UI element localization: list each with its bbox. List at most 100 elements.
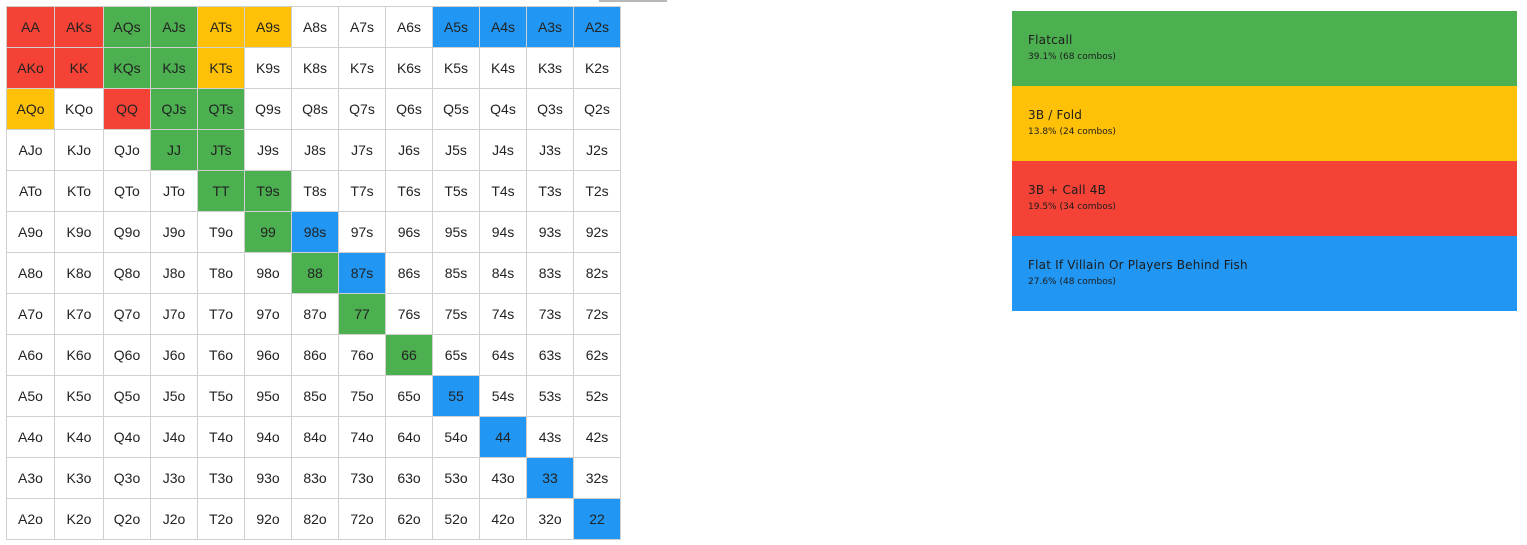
hand-cell[interactable]: 95o <box>244 375 292 417</box>
hand-cell[interactable]: 75o <box>338 375 386 417</box>
hand-cell[interactable]: KTs <box>197 47 245 89</box>
hand-cell[interactable]: J2s <box>573 129 621 171</box>
hand-cell[interactable]: J5s <box>432 129 480 171</box>
hand-cell[interactable]: 83s <box>526 252 574 294</box>
hand-cell[interactable]: 99 <box>244 211 292 253</box>
hand-cell[interactable]: 95s <box>432 211 480 253</box>
hand-cell[interactable]: 52s <box>573 375 621 417</box>
hand-cell[interactable]: A9s <box>244 6 292 48</box>
hand-cell[interactable]: A5o <box>6 375 55 417</box>
hand-cell[interactable]: JTo <box>150 170 198 212</box>
hand-cell[interactable]: J6s <box>385 129 433 171</box>
hand-cell[interactable]: 33 <box>526 457 574 499</box>
hand-cell[interactable]: T3o <box>197 457 245 499</box>
hand-cell[interactable]: 92o <box>244 498 292 540</box>
hand-cell[interactable]: Q9o <box>103 211 151 253</box>
hand-cell[interactable]: K3o <box>54 457 104 499</box>
hand-cell[interactable]: 32o <box>526 498 574 540</box>
hand-cell[interactable]: J9o <box>150 211 198 253</box>
hand-cell[interactable]: 53s <box>526 375 574 417</box>
hand-cell[interactable]: 62o <box>385 498 433 540</box>
hand-cell[interactable]: A3s <box>526 6 574 48</box>
hand-cell[interactable]: T2s <box>573 170 621 212</box>
hand-cell[interactable]: 96o <box>244 334 292 376</box>
hand-cell[interactable]: K4s <box>479 47 527 89</box>
hand-cell[interactable]: Q4o <box>103 416 151 458</box>
hand-cell[interactable]: T6s <box>385 170 433 212</box>
hand-cell[interactable]: KJo <box>54 129 104 171</box>
hand-cell[interactable]: T9s <box>244 170 292 212</box>
hand-cell[interactable]: T4s <box>479 170 527 212</box>
hand-cell[interactable]: T9o <box>197 211 245 253</box>
hand-cell[interactable]: K7o <box>54 293 104 335</box>
hand-cell[interactable]: 54s <box>479 375 527 417</box>
hand-cell[interactable]: 62s <box>573 334 621 376</box>
hand-cell[interactable]: 63s <box>526 334 574 376</box>
hand-cell[interactable]: T5s <box>432 170 480 212</box>
hand-cell[interactable]: 76o <box>338 334 386 376</box>
hand-cell[interactable]: Q3o <box>103 457 151 499</box>
hand-cell[interactable]: 66 <box>385 334 433 376</box>
hand-cell[interactable]: A3o <box>6 457 55 499</box>
hand-cell[interactable]: A6o <box>6 334 55 376</box>
hand-cell[interactable]: Q8o <box>103 252 151 294</box>
hand-cell[interactable]: A7s <box>338 6 386 48</box>
hand-cell[interactable]: 74s <box>479 293 527 335</box>
hand-cell[interactable]: 83o <box>291 457 339 499</box>
hand-cell[interactable]: 76s <box>385 293 433 335</box>
hand-cell[interactable]: 82o <box>291 498 339 540</box>
hand-cell[interactable]: 82s <box>573 252 621 294</box>
hand-cell[interactable]: K4o <box>54 416 104 458</box>
legend-item-flatfish[interactable]: Flat If Villain Or Players Behind Fish 27… <box>1012 236 1517 311</box>
hand-cell[interactable]: K5o <box>54 375 104 417</box>
hand-cell[interactable]: 22 <box>573 498 621 540</box>
hand-cell[interactable]: 87s <box>338 252 386 294</box>
hand-cell[interactable]: Q3s <box>526 88 574 130</box>
hand-cell[interactable]: 84o <box>291 416 339 458</box>
hand-cell[interactable]: KK <box>54 47 104 89</box>
hand-cell[interactable]: 93o <box>244 457 292 499</box>
hand-cell[interactable]: 54o <box>432 416 480 458</box>
hand-cell[interactable]: 74o <box>338 416 386 458</box>
hand-cell[interactable]: AJo <box>6 129 55 171</box>
hand-cell[interactable]: J8s <box>291 129 339 171</box>
hand-cell[interactable]: 63o <box>385 457 433 499</box>
hand-cell[interactable]: Q5o <box>103 375 151 417</box>
hand-cell[interactable]: 52o <box>432 498 480 540</box>
hand-cell[interactable]: J4s <box>479 129 527 171</box>
hand-cell[interactable]: K2s <box>573 47 621 89</box>
hand-cell[interactable]: KQo <box>54 88 104 130</box>
hand-cell[interactable]: 42o <box>479 498 527 540</box>
hand-cell[interactable]: 44 <box>479 416 527 458</box>
hand-cell[interactable]: 97o <box>244 293 292 335</box>
hand-cell[interactable]: Q4s <box>479 88 527 130</box>
hand-cell[interactable]: A6s <box>385 6 433 48</box>
hand-cell[interactable]: Q6s <box>385 88 433 130</box>
hand-cell[interactable]: J6o <box>150 334 198 376</box>
hand-cell[interactable]: 53o <box>432 457 480 499</box>
hand-cell[interactable]: ATs <box>197 6 245 48</box>
hand-cell[interactable]: A5s <box>432 6 480 48</box>
hand-cell[interactable]: QJs <box>150 88 198 130</box>
hand-cell[interactable]: A4s <box>479 6 527 48</box>
hand-cell[interactable]: K9s <box>244 47 292 89</box>
hand-cell[interactable]: A4o <box>6 416 55 458</box>
hand-cell[interactable]: 94s <box>479 211 527 253</box>
hand-cell[interactable]: A7o <box>6 293 55 335</box>
hand-cell[interactable]: T4o <box>197 416 245 458</box>
hand-cell[interactable]: J3o <box>150 457 198 499</box>
hand-cell[interactable]: J8o <box>150 252 198 294</box>
hand-cell[interactable]: Q6o <box>103 334 151 376</box>
hand-cell[interactable]: AKs <box>54 6 104 48</box>
hand-cell[interactable]: K5s <box>432 47 480 89</box>
hand-cell[interactable]: AQs <box>103 6 151 48</box>
hand-cell[interactable]: Q7s <box>338 88 386 130</box>
hand-cell[interactable]: AA <box>6 6 55 48</box>
hand-cell[interactable]: 65o <box>385 375 433 417</box>
hand-cell[interactable]: 84s <box>479 252 527 294</box>
hand-cell[interactable]: 42s <box>573 416 621 458</box>
hand-cell[interactable]: T2o <box>197 498 245 540</box>
hand-cell[interactable]: AJs <box>150 6 198 48</box>
hand-cell[interactable]: Q5s <box>432 88 480 130</box>
hand-cell[interactable]: Q8s <box>291 88 339 130</box>
